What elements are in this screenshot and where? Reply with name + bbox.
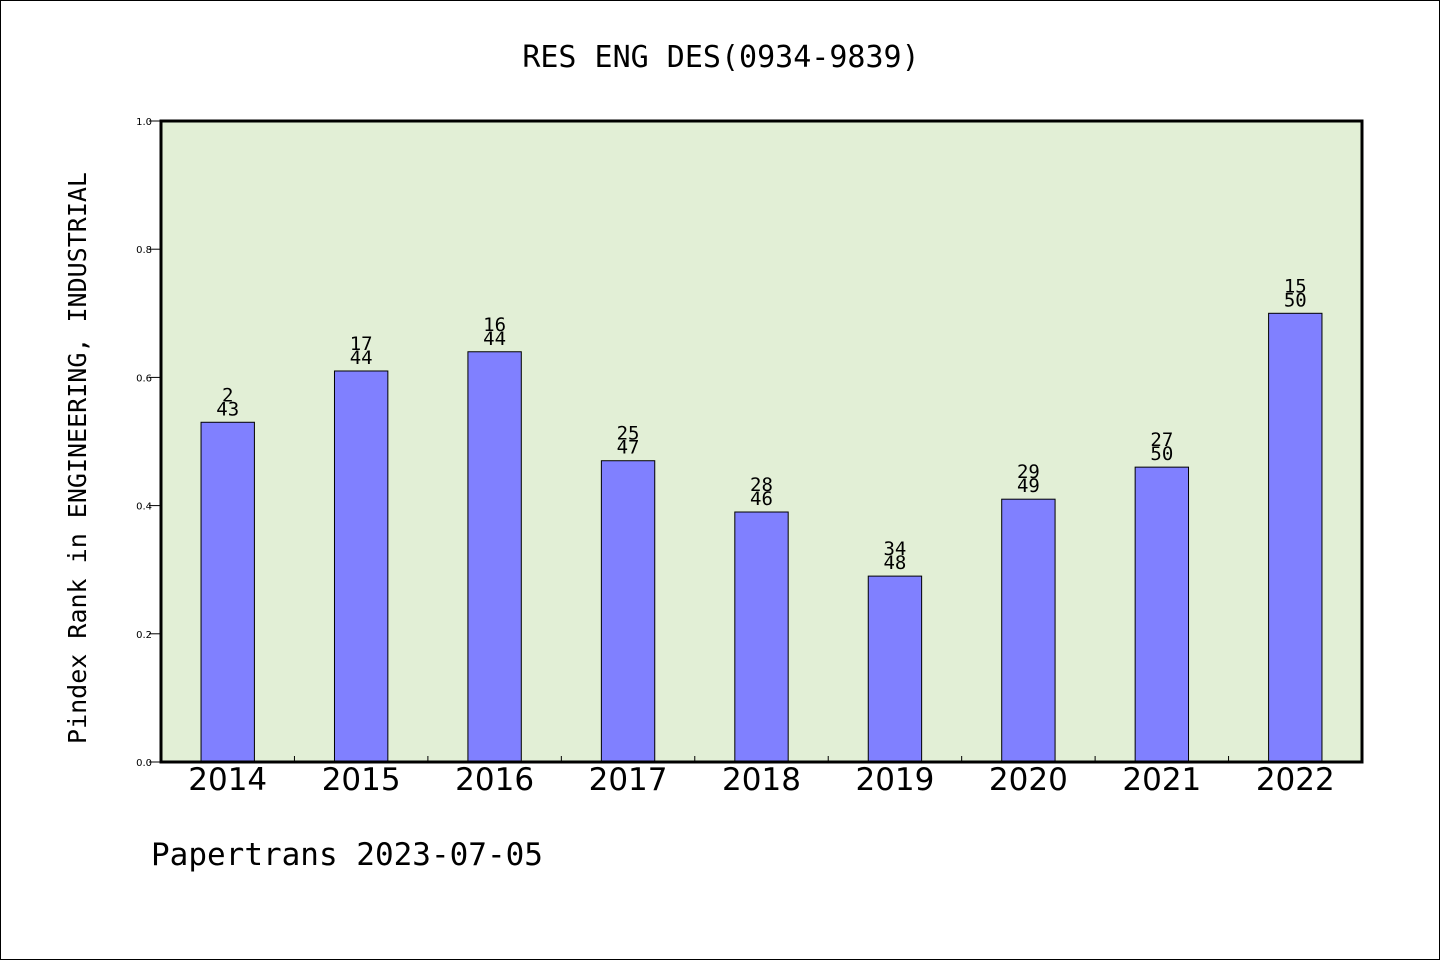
x-ticks-layer: 2014 2015 2016 2017 2018 2019 2020 2021 2022 [188, 756, 1335, 798]
footer-credit: Papertrans 2023-07-05 [151, 837, 543, 873]
x-tick-label-2016: 2016 [455, 762, 534, 798]
x-tick-label-2022: 2022 [1256, 762, 1335, 798]
total-label-2017: 47 [617, 437, 640, 459]
total-label-2015: 44 [350, 347, 373, 369]
total-label-2014: 43 [216, 398, 239, 420]
total-label-2020: 49 [1017, 475, 1040, 497]
plot-border [159, 119, 1364, 764]
y-tick-label: 0.8 [136, 245, 152, 256]
x-tick-label-2020: 2020 [989, 762, 1068, 798]
bar-2015 [333, 370, 389, 763]
y-ticks-layer: 0.0 0.2 0.4 0.6 0.8 1.0 [136, 117, 161, 769]
y-tick-label: 1.0 [136, 117, 152, 128]
rank-label-2016: 16 [483, 314, 506, 336]
x-tick-label-2014: 2014 [188, 762, 267, 798]
bar-2022 [1268, 312, 1323, 763]
rank-label-2019: 34 [883, 538, 906, 560]
total-label-2021: 50 [1150, 443, 1173, 465]
bar-2014 [200, 421, 255, 763]
total-label-2016: 44 [483, 328, 506, 350]
rank-label-2014: 2 [222, 384, 233, 406]
y-tick-label: 0.6 [136, 373, 152, 384]
total-label-2022: 50 [1284, 289, 1307, 311]
y-tick-label: 0.0 [136, 758, 152, 769]
rank-label-2022: 15 [1284, 275, 1307, 297]
bar-2021 [1134, 466, 1190, 763]
y-tick-label: 0.2 [136, 630, 152, 641]
x-tick-label-2017: 2017 [589, 762, 668, 798]
rank-label-2017: 25 [617, 423, 640, 445]
x-tick-label-2019: 2019 [855, 762, 934, 798]
x-tick-label-2018: 2018 [722, 762, 801, 798]
x-tick-label-2021: 2021 [1122, 762, 1201, 798]
x-tick-label-2015: 2015 [322, 762, 401, 798]
chart-title: RES ENG DES(0934-9839) [522, 40, 919, 75]
rank-label-2018: 28 [750, 474, 773, 496]
bar-2020 [1001, 498, 1056, 763]
bar-2017 [600, 460, 656, 763]
total-label-2018: 46 [750, 488, 773, 510]
bar-2019 [867, 575, 923, 763]
y-axis-label: Pindex Rank in ENGINEERING, INDUSTRIAL [63, 172, 92, 744]
rank-label-2020: 29 [1017, 461, 1040, 483]
rank-label-2015: 17 [350, 333, 373, 355]
y-tick-label: 0.4 [136, 502, 152, 513]
rank-label-2021: 27 [1150, 429, 1173, 451]
bar-2016 [467, 351, 522, 763]
bars-layer [200, 312, 1323, 763]
total-label-2019: 48 [883, 552, 906, 574]
bar-2018 [734, 511, 789, 763]
